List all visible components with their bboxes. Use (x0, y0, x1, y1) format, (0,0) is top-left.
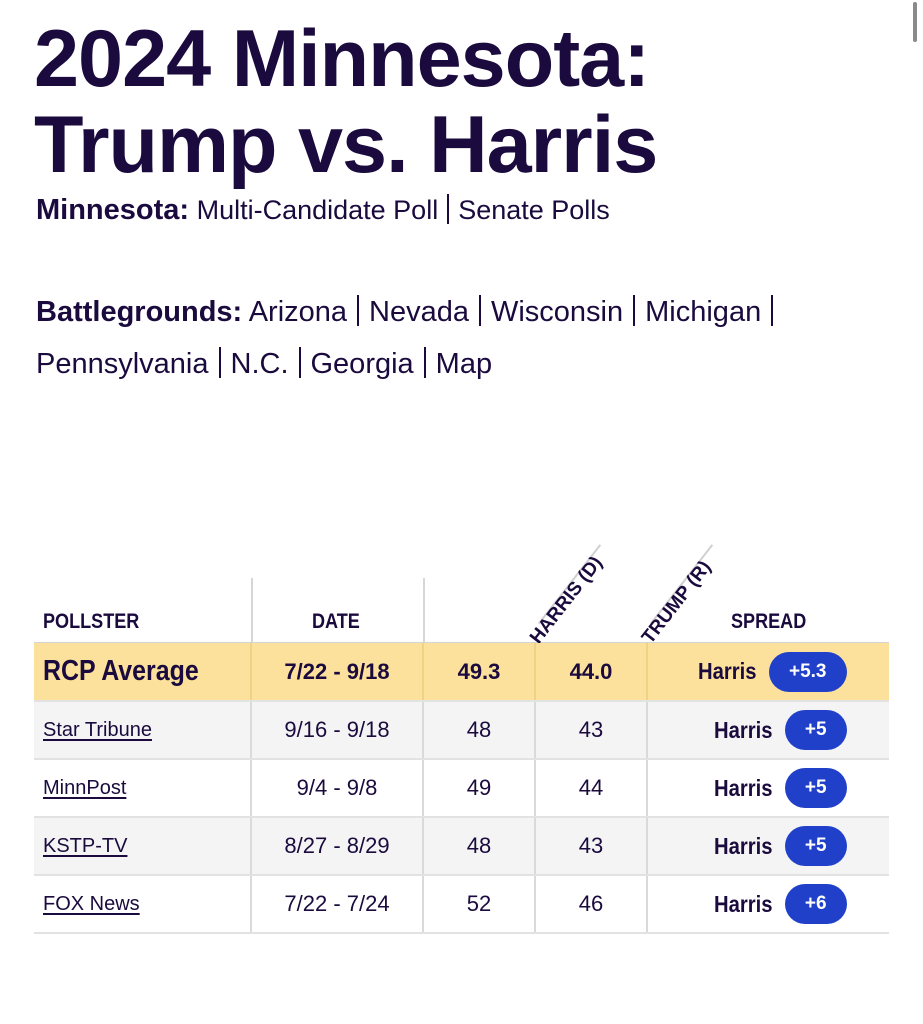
row-spread: Harris +6 (648, 876, 889, 932)
battlegrounds-links: Battlegrounds: Arizona Nevada Wisconsin Mic… (36, 294, 783, 330)
row-trump: 43 (536, 818, 648, 874)
row-spread: Harris +5 (648, 818, 889, 874)
link-arizona[interactable]: Arizona (248, 296, 348, 328)
row-date: 7/22 - 7/24 (252, 876, 424, 932)
row-pollster: Star Tribune (34, 702, 252, 758)
avg-trump: 44.0 (536, 643, 648, 700)
spread-winner: Harris (698, 658, 757, 684)
avg-spread: Harris +5.3 (648, 643, 889, 700)
header-harris[interactable]: HARRIS (D) (526, 552, 607, 648)
link-georgia[interactable]: Georgia (310, 348, 414, 380)
row-trump: 43 (536, 702, 648, 758)
table-row: FOX News 7/22 - 7/24 52 46 Harris +6 (34, 876, 889, 934)
header-trump[interactable]: TRUMP (R) (638, 557, 716, 648)
table-row: KSTP-TV 8/27 - 8/29 48 43 Harris +5 (34, 818, 889, 876)
spread-badge: +5 (784, 826, 847, 866)
page-title: 2024 Minnesota: Trump vs. Harris (34, 14, 658, 190)
rcp-average-row: RCP Average 7/22 - 9/18 49.3 44.0 Harris… (34, 643, 889, 702)
pollster-link[interactable]: Star Tribune (43, 718, 152, 741)
row-harris: 52 (424, 876, 536, 932)
row-spread: Harris +5 (648, 702, 889, 758)
pollster-link[interactable]: MinnPost (43, 776, 127, 799)
pollster-link[interactable]: KSTP-TV (43, 834, 128, 857)
row-pollster: MinnPost (34, 760, 252, 816)
avg-pollster: RCP Average (34, 643, 252, 700)
row-date: 8/27 - 8/29 (252, 818, 424, 874)
row-pollster: FOX News (34, 876, 252, 932)
row-harris: 49 (424, 760, 536, 816)
link-pennsylvania[interactable]: Pennsylvania (36, 348, 209, 380)
link-senate-polls[interactable]: Senate Polls (458, 195, 610, 225)
row-harris: 48 (424, 818, 536, 874)
avg-date: 7/22 - 9/18 (252, 643, 424, 700)
divider (423, 347, 426, 378)
divider (298, 347, 301, 378)
divider (478, 295, 481, 326)
table-header: POLLSTER DATE HARRIS (D) TRUMP (R) SPREA… (34, 540, 889, 648)
pollster-link[interactable]: FOX News (43, 892, 140, 915)
divider (251, 578, 253, 642)
spread-winner: Harris (714, 832, 773, 859)
divider (357, 295, 360, 326)
link-nc[interactable]: N.C. (230, 348, 289, 380)
link-nevada[interactable]: Nevada (369, 296, 469, 328)
spread-winner: Harris (714, 890, 773, 917)
header-trump-wrap: TRUMP (R) (638, 544, 715, 648)
link-michigan[interactable]: Michigan (645, 296, 762, 328)
divider (633, 295, 636, 326)
divider (423, 578, 425, 642)
header-spread[interactable]: SPREAD (731, 610, 807, 633)
row-harris: 48 (424, 702, 536, 758)
spread-winner: Harris (714, 716, 773, 743)
spread-badge: +5.3 (768, 651, 847, 692)
row-date: 9/16 - 9/18 (252, 702, 424, 758)
row-trump: 46 (536, 876, 648, 932)
row-trump: 44 (536, 760, 648, 816)
header-harris-wrap: HARRIS (D) (526, 544, 607, 648)
divider (218, 347, 221, 378)
spread-badge: +5 (784, 710, 847, 750)
battlegrounds-label: Battlegrounds: (36, 296, 243, 328)
battlegrounds-links-cont: Pennsylvania N.C. Georgia Map (36, 346, 492, 382)
spread-badge: +5 (784, 768, 847, 808)
spread-badge: +6 (784, 884, 847, 924)
link-map[interactable]: Map (435, 348, 493, 380)
divider (771, 295, 774, 326)
scrollbar[interactable] (913, 2, 917, 42)
state-links-label: Minnesota: (36, 194, 190, 226)
row-date: 9/4 - 9/8 (252, 760, 424, 816)
table-row: Star Tribune 9/16 - 9/18 48 43 Harris +5 (34, 702, 889, 760)
header-pollster[interactable]: POLLSTER (43, 610, 140, 633)
state-links: Minnesota: Multi-Candidate Poll Senate Po… (36, 192, 610, 228)
spread-winner: Harris (714, 774, 773, 801)
link-multi-candidate-poll[interactable]: Multi-Candidate Poll (196, 195, 439, 225)
table-row: MinnPost 9/4 - 9/8 49 44 Harris +5 (34, 760, 889, 818)
link-wisconsin[interactable]: Wisconsin (490, 296, 624, 328)
polls-table: POLLSTER DATE HARRIS (D) TRUMP (R) SPREA… (34, 540, 889, 934)
header-date[interactable]: DATE (312, 610, 360, 633)
divider (447, 194, 450, 224)
avg-harris: 49.3 (424, 643, 536, 700)
row-spread: Harris +5 (648, 760, 889, 816)
row-pollster: KSTP-TV (34, 818, 252, 874)
